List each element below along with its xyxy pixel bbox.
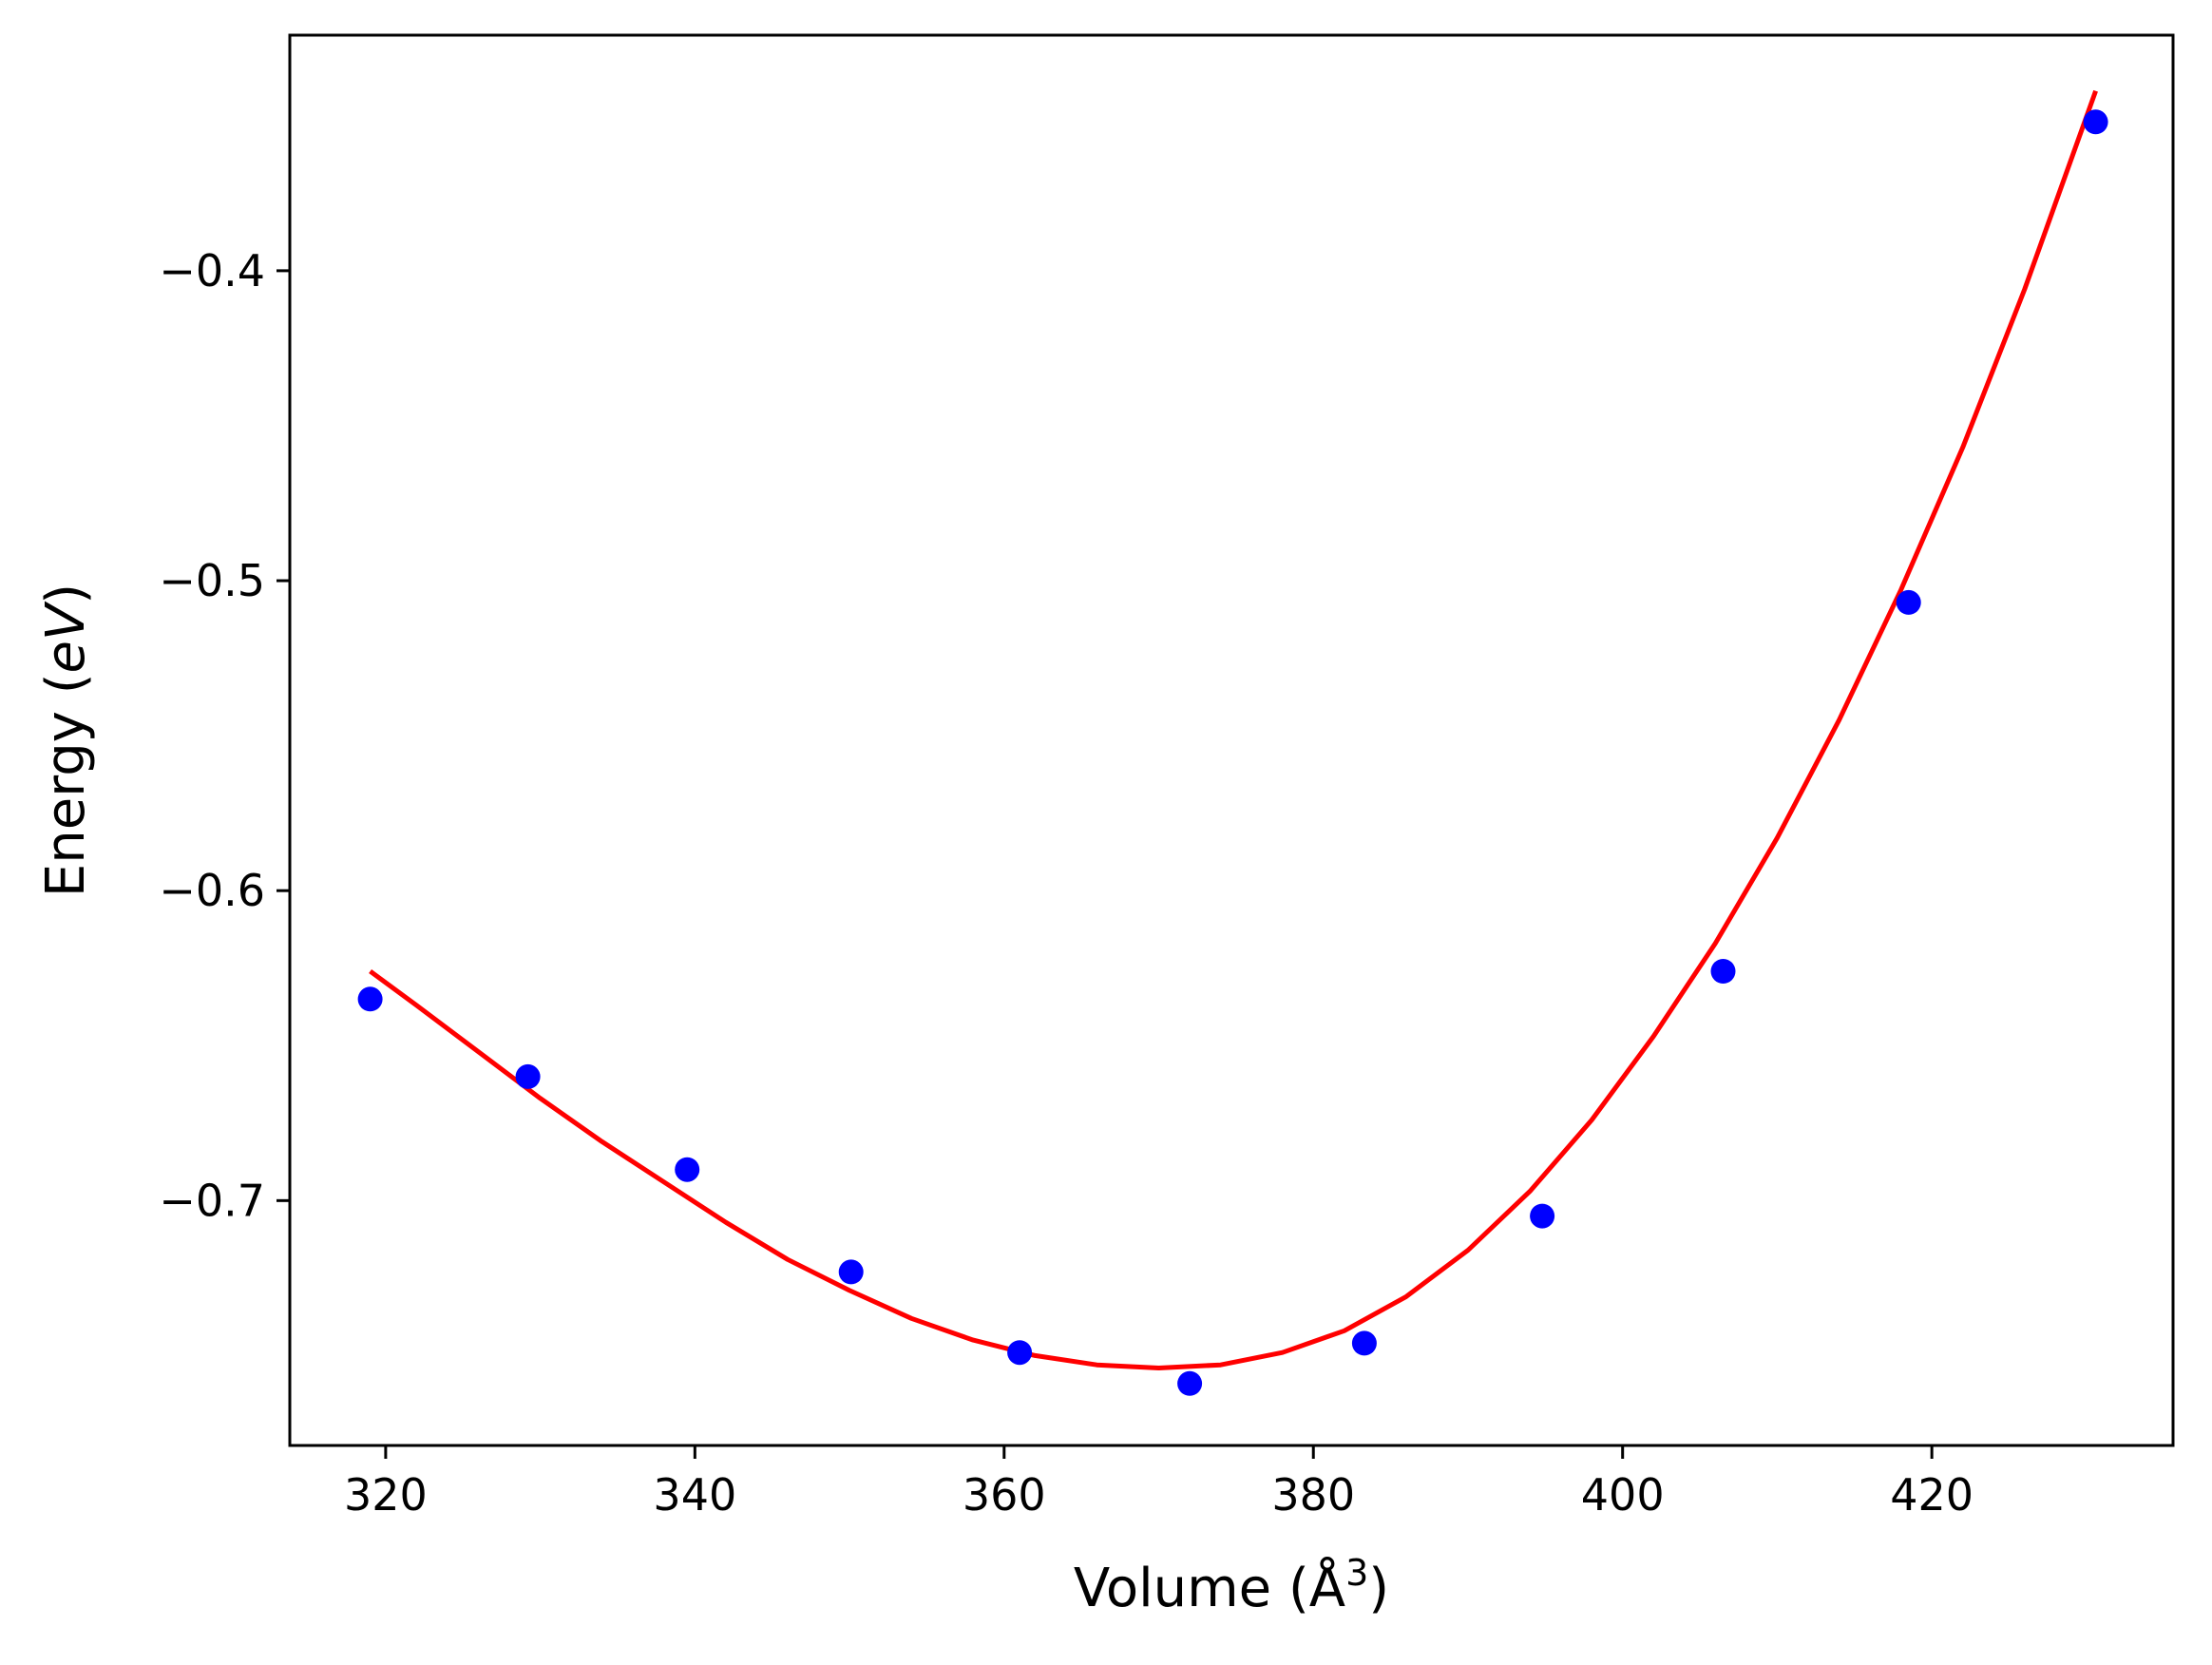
y-tick-label: −0.5 (159, 555, 265, 606)
x-axis-label: Volume (Å3) (1074, 1552, 1389, 1619)
x-tick-label: 340 (653, 1469, 736, 1521)
y-tick-label: −0.4 (159, 245, 265, 297)
x-tick-label: 420 (1890, 1469, 1974, 1521)
x-tick-label: 380 (1271, 1469, 1355, 1521)
y-axis-label-suffix: ) (35, 584, 97, 604)
data-point (675, 1157, 700, 1182)
plot-frame (288, 33, 2175, 1447)
data-point (1530, 1203, 1555, 1229)
data-point (838, 1259, 864, 1285)
x-axis-label-superscript: 3 (1345, 1552, 1368, 1594)
data-point (2083, 109, 2108, 135)
y-axis-label-unit: eV (35, 601, 97, 673)
data-point (1177, 1370, 1203, 1396)
data-point (1896, 589, 1921, 615)
data-point (1007, 1340, 1033, 1366)
tick-layer: 320 340 360 380 400 420 −0.4 −0.5 −0.6 −0.7 (159, 245, 1974, 1521)
fit-curve (369, 89, 2098, 1370)
plot-layer (357, 89, 2108, 1396)
data-point (1351, 1330, 1377, 1356)
y-tick-label: −0.6 (159, 865, 265, 916)
y-axis-label: Energy (eV) (35, 584, 97, 897)
data-point (515, 1063, 541, 1089)
x-tick-label: 320 (344, 1469, 428, 1521)
data-point (1710, 959, 1736, 984)
x-tick-label: 400 (1581, 1469, 1665, 1521)
x-axis-label-close: ) (1368, 1558, 1389, 1619)
data-point (357, 986, 383, 1012)
y-tick-label: −0.7 (159, 1175, 265, 1226)
x-tick-label: 360 (963, 1469, 1046, 1521)
